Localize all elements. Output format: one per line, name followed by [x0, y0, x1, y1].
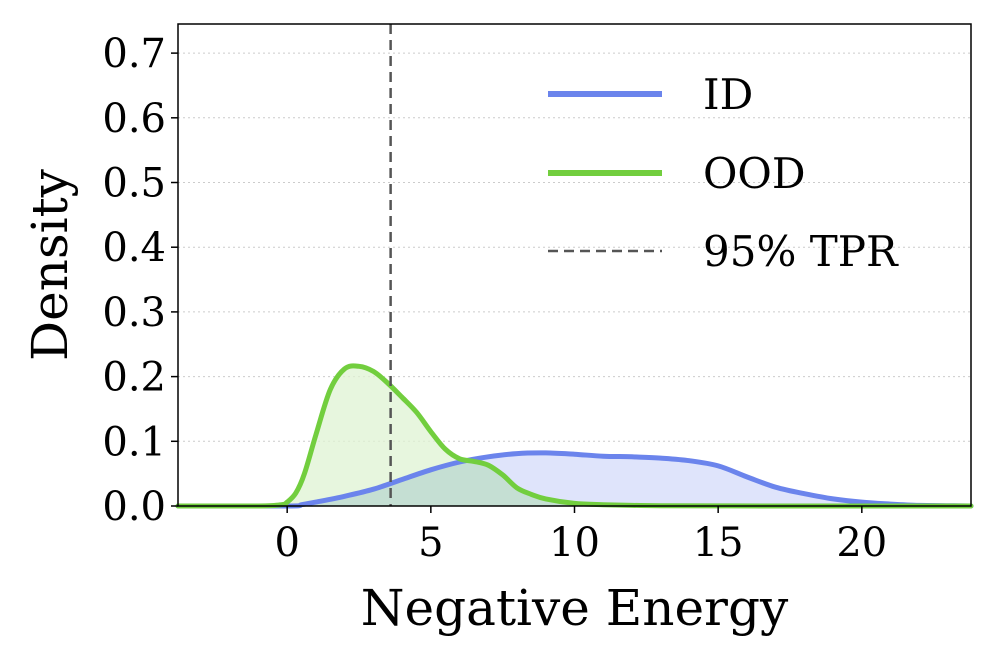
- y-tick-label: 0.2: [102, 355, 166, 401]
- overlap-fill: [287, 460, 690, 506]
- x-tick-label: 15: [693, 520, 744, 566]
- fill-layer: [178, 365, 971, 506]
- y-tick-label: 0.5: [102, 161, 166, 207]
- series-fill-ood: [178, 365, 971, 506]
- x-axis-label: Negative Energy: [361, 579, 789, 637]
- y-tick-label: 0.3: [102, 290, 166, 336]
- y-tick-label: 0.4: [102, 225, 166, 271]
- y-axis-label: Density: [21, 168, 79, 361]
- tick-layer: 0.0 0.1 0.2 0.3 0.4 0.5 0.6 0.7 0 5 10 15 20: [102, 31, 887, 566]
- y-tick-label: 0.1: [102, 419, 166, 465]
- x-tick-label: 0: [274, 520, 299, 566]
- x-tick-label: 20: [836, 520, 887, 566]
- x-tick-label: 10: [549, 520, 600, 566]
- legend: ID OOD 95% TPR: [548, 70, 899, 276]
- legend-label-tpr: 95% TPR: [703, 227, 899, 276]
- y-tick-label: 0.7: [102, 31, 166, 77]
- legend-label-id: ID: [703, 70, 753, 119]
- y-tick-label: 0.0: [102, 484, 166, 530]
- x-tick-label: 5: [418, 520, 443, 566]
- y-tick-label: 0.6: [102, 96, 166, 142]
- series-line-id: [175, 450, 974, 509]
- legend-label-ood: OOD: [703, 149, 806, 198]
- grid-layer: [178, 52, 971, 442]
